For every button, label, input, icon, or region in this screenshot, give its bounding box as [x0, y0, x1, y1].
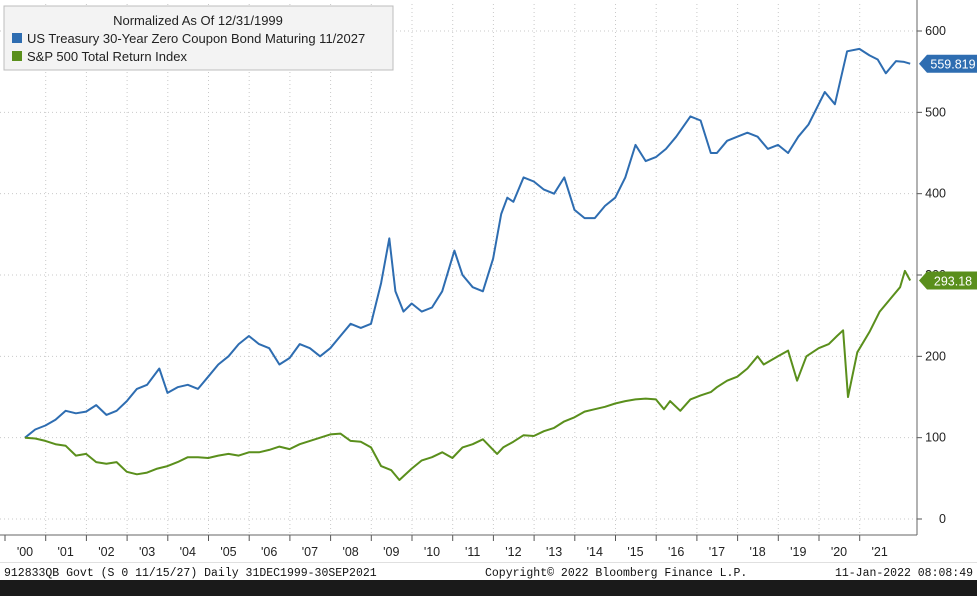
legend-swatch-bond [12, 33, 22, 43]
x-tick-label: '00 [17, 545, 33, 559]
x-tick-label: '17 [709, 545, 725, 559]
x-tick-label: '07 [302, 545, 318, 559]
y-tick-label: 600 [925, 24, 946, 38]
legend-box [3, 5, 394, 71]
y-tick-label: 100 [925, 431, 946, 445]
y-tick-label: 0 [939, 512, 946, 526]
x-tick-label: '05 [220, 545, 236, 559]
y-tick-label: 400 [925, 187, 946, 201]
footer-divider [0, 562, 977, 563]
x-tick-label: '12 [505, 545, 521, 559]
footer-dark-band [0, 580, 977, 596]
series-layer [24, 47, 912, 481]
x-tick-label: '15 [627, 545, 643, 559]
footer: 912833QB Govt (S 0 11/15/27) Daily 31DEC… [0, 562, 977, 596]
bond-last-value-label: 559.819 [930, 58, 975, 72]
x-tick-label: '10 [424, 545, 440, 559]
legend-title: Normalized As Of 12/31/1999 [113, 13, 283, 28]
x-tick-label: '02 [98, 545, 114, 559]
x-tick-label: '21 [872, 545, 888, 559]
x-tick-label: '19 [790, 545, 806, 559]
x-tick-label: '14 [587, 545, 603, 559]
x-tick-label: '16 [668, 545, 684, 559]
legend-swatch-spx [12, 51, 22, 61]
x-tick-label: '20 [831, 545, 847, 559]
spx-last-value-tag [919, 271, 977, 290]
footer-copyright: Copyright© 2022 Bloomberg Finance L.P. [485, 567, 747, 580]
value-tags: 559.819 293.18 [919, 54, 977, 290]
x-tick-label: '01 [58, 545, 74, 559]
bond-series-line [24, 47, 911, 439]
y-tick-label: 500 [925, 105, 946, 119]
grid-layer [0, 4, 917, 535]
x-tick-label: '03 [139, 545, 155, 559]
x-tick-label: '11 [465, 545, 480, 559]
spx-series-line [24, 269, 912, 481]
x-tick-label: '18 [749, 545, 765, 559]
y-tick-label: 200 [925, 349, 946, 363]
x-tick-label: '09 [383, 545, 399, 559]
legend: Normalized As Of 12/31/1999 US Treasury … [3, 5, 394, 71]
x-tick-label: '13 [546, 545, 562, 559]
x-tick-label: '06 [261, 545, 277, 559]
legend-label-spx: S&P 500 Total Return Index [27, 49, 187, 64]
bond-last-value-tag [919, 54, 977, 73]
x-tick-label: '04 [180, 545, 196, 559]
x-tick-label: '08 [342, 545, 358, 559]
legend-label-bond: US Treasury 30-Year Zero Coupon Bond Mat… [27, 31, 365, 46]
spx-last-value-label: 293.18 [934, 275, 972, 289]
footer-timestamp: 11-Jan-2022 08:08:49 [835, 567, 973, 580]
footer-series-info: 912833QB Govt (S 0 11/15/27) Daily 31DEC… [4, 567, 377, 580]
